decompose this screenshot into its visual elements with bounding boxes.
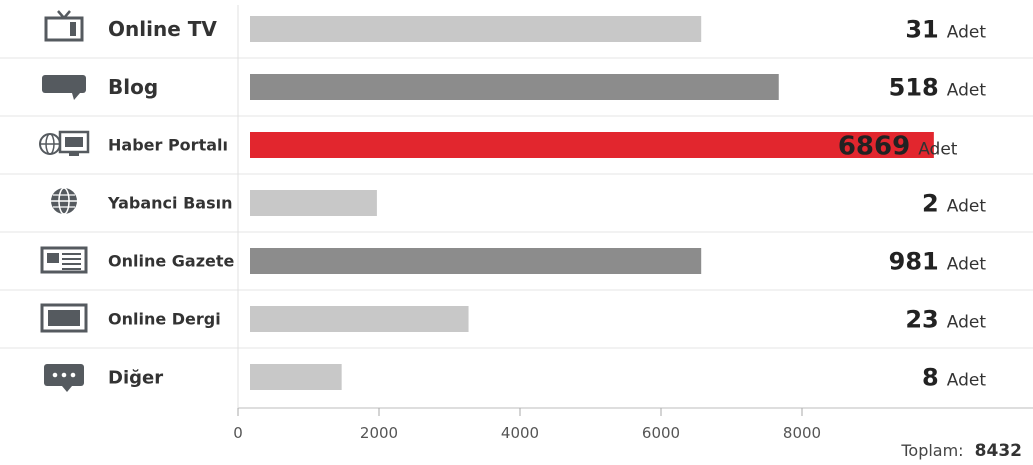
tv-body: [44, 16, 84, 42]
value-unit: Adet: [947, 371, 987, 391]
tv-antenna-right: [63, 10, 71, 19]
bubble-tail: [72, 93, 80, 100]
dot: [70, 372, 76, 378]
category-label: Online TV: [108, 17, 217, 41]
chart-row: Online Dergi 23 Adet: [0, 289, 1033, 334]
magazine-cover: [48, 310, 80, 326]
value-unit: Adet: [947, 197, 987, 217]
tv-icon: [44, 10, 84, 42]
value-unit: Adet: [947, 81, 987, 101]
value-unit: Adet: [918, 139, 958, 159]
value-number: 8: [922, 364, 939, 392]
magazine-icon: [40, 303, 88, 333]
x-tick-label: 8000: [783, 424, 821, 442]
chart-row: Yabanci Basın 2 Adet: [0, 173, 1033, 218]
value-label: 6869 Adet: [838, 131, 958, 161]
value-unit: Adet: [947, 23, 987, 43]
chart-row: Diğer 8 Adet: [0, 347, 1033, 392]
value-number: 31: [905, 16, 938, 44]
bar: [250, 16, 702, 42]
paper-photo: [47, 253, 59, 263]
bar: [250, 306, 469, 332]
tv-antenna-left: [57, 10, 65, 19]
x-tick-label: 6000: [642, 424, 680, 442]
newspaper-icon: [40, 246, 88, 274]
news-portal-icon: [39, 130, 90, 156]
dot: [52, 372, 58, 378]
value-label: 31 Adet: [905, 16, 986, 44]
portal-monitor: [58, 130, 90, 154]
chart-row: Online TV 31 Adet: [44, 10, 986, 44]
value-number: 2: [922, 190, 939, 218]
chart-row: Haber Portalı 6869 Adet: [0, 115, 1033, 161]
speech-bubble-icon: [42, 75, 86, 100]
dots-tail: [62, 386, 72, 392]
x-tick-label: 4000: [501, 424, 539, 442]
value-number: 23: [905, 306, 938, 334]
globe-icon: [51, 187, 77, 215]
value-label: 8 Adet: [922, 364, 986, 392]
portal-screen: [65, 137, 83, 147]
value-unit: Adet: [947, 255, 987, 275]
category-label: Yabanci Basın: [107, 194, 232, 213]
portal-globe-meridian: [45, 133, 55, 155]
value-unit: Adet: [947, 313, 987, 333]
bar: [250, 74, 779, 100]
x-axis: 0 2000 4000 6000 8000: [233, 5, 1033, 442]
portal-stand: [69, 153, 79, 156]
category-label: Diğer: [108, 367, 163, 388]
category-label: Online Gazete: [108, 252, 235, 271]
bubble-body: [42, 75, 86, 93]
category-label: Online Dergi: [108, 310, 221, 329]
bar: [250, 132, 934, 158]
chart-row: Blog 518 Adet: [0, 57, 1033, 102]
total-text: Toplam: 8432: [900, 441, 1022, 461]
category-label: Blog: [108, 75, 158, 99]
value-number: 981: [889, 248, 939, 276]
total-value: 8432: [975, 441, 1022, 461]
value-label: 2 Adet: [922, 190, 986, 218]
value-number: 6869: [838, 131, 910, 161]
chart-row: Online Gazete 981 Adet: [0, 231, 1033, 276]
x-tick-label: 0: [233, 424, 243, 442]
value-label: 518 Adet: [889, 74, 987, 102]
bar: [250, 190, 377, 216]
value-label: 23 Adet: [905, 306, 986, 334]
paper-border: [40, 246, 88, 274]
bar: [250, 248, 702, 274]
category-label: Haber Portalı: [108, 136, 228, 155]
total-label: Toplam:: [900, 441, 963, 460]
value-number: 518: [889, 74, 939, 102]
more-dots-icon: [44, 364, 84, 392]
tv-knobs: [70, 22, 76, 36]
bar: [250, 364, 342, 390]
dot: [61, 372, 67, 378]
x-tick-label: 2000: [360, 424, 398, 442]
value-label: 981 Adet: [889, 248, 987, 276]
chart-rows: Online TV 31 Adet Blog 518 Adet Haber Portalı 6…: [0, 10, 1033, 392]
